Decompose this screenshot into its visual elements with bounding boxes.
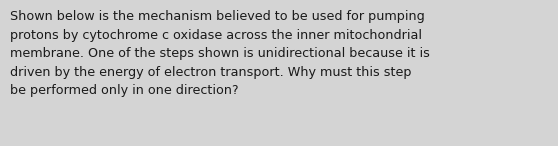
Text: Shown below is the mechanism believed to be used for pumping
protons by cytochro: Shown below is the mechanism believed to…: [10, 10, 430, 97]
